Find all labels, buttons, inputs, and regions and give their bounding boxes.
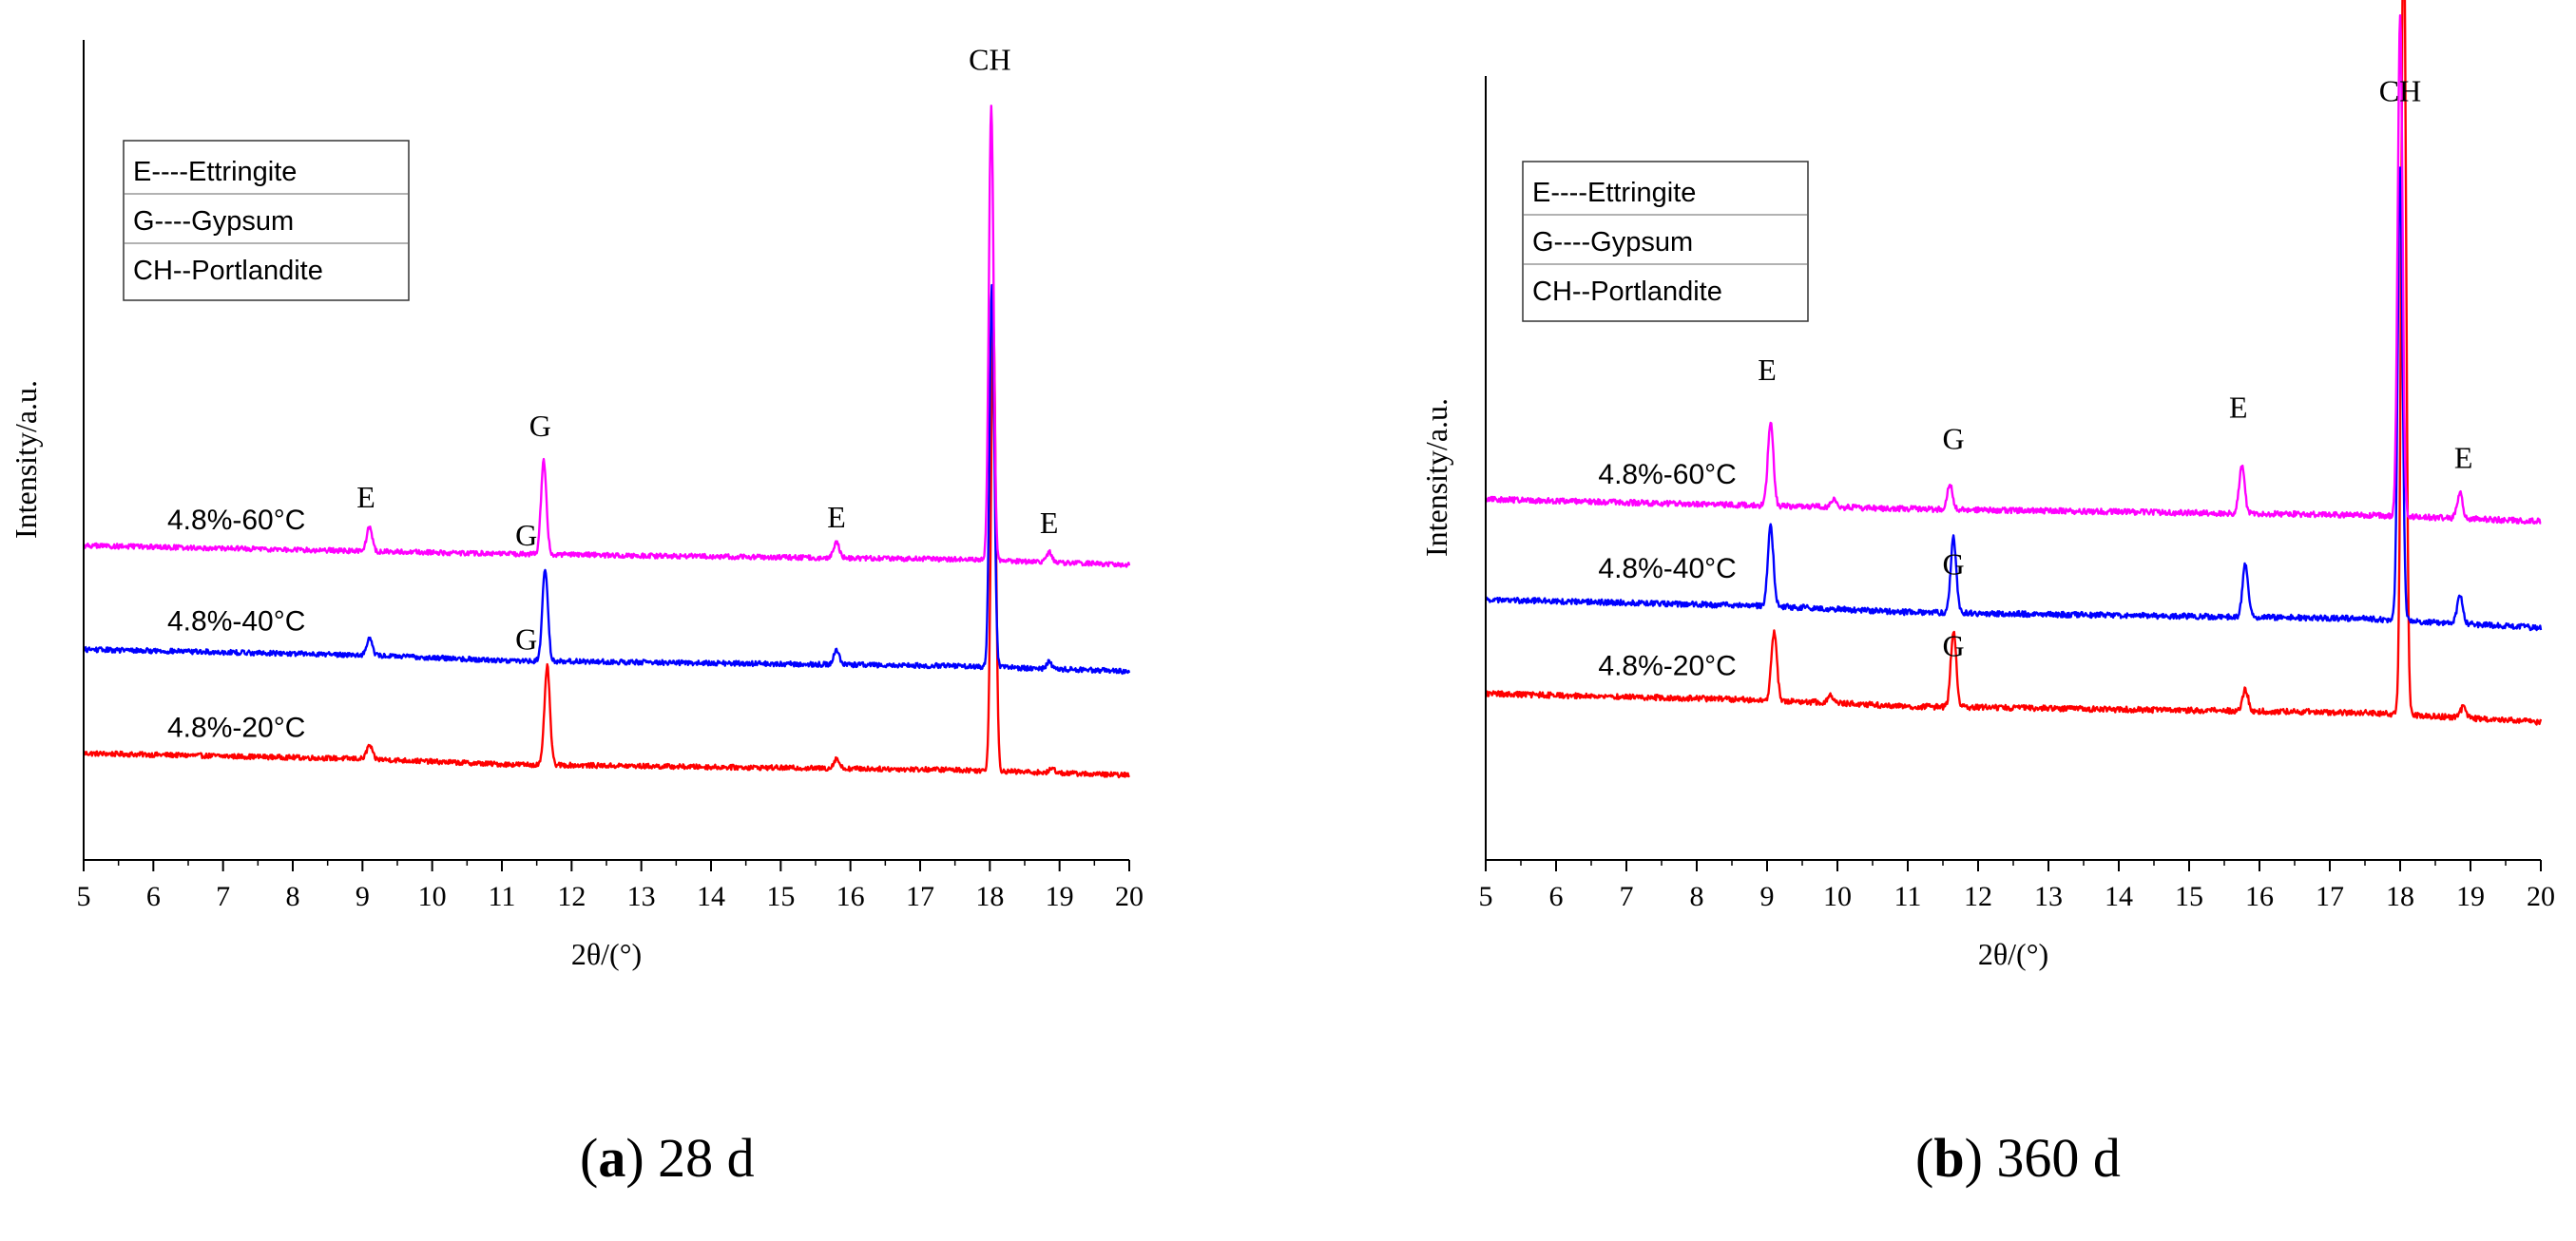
y-axis-label: Intensity/a.u.: [9, 380, 43, 539]
x-tick-label: 20: [1115, 881, 1144, 912]
series-label: 4.8%-20°C: [167, 713, 305, 744]
x-tick-label: 5: [1479, 881, 1493, 912]
x-tick-label: 8: [1690, 881, 1704, 912]
legend-entry: E----Ettringite: [1532, 178, 1696, 208]
legend-box: [123, 140, 410, 301]
x-tick-label: 18: [975, 881, 1004, 912]
x-tick-label: 16: [836, 881, 865, 912]
series-line-4.8%-20°C: [82, 315, 1131, 779]
series-line-4.8%-60°C: [1484, 14, 2542, 525]
x-tick-label: 16: [2245, 881, 2274, 912]
x-tick-label: 15: [766, 881, 795, 912]
peak-label: G: [1943, 547, 1965, 582]
x-tick-label: 10: [1823, 881, 1852, 912]
caption-b: (b) 360 d: [1915, 1127, 2121, 1189]
series-line-4.8%-60°C: [82, 105, 1131, 568]
x-tick-label: 12: [1964, 881, 1992, 912]
peak-label: E: [2229, 391, 2248, 425]
peak-label: G: [1943, 629, 1965, 663]
peak-label: G: [529, 409, 551, 443]
x-axis-label: 2θ/(°): [571, 937, 642, 971]
y-axis-label: Intensity/a.u.: [1419, 398, 1453, 557]
peak-label: CH: [2379, 73, 2421, 107]
chart-panel-a: 5 6 7 8 9 10 11 12 13 14 15 16 17 18 19 20 2θ/(°) Intensi…: [9, 40, 1144, 971]
legend-entry: E----Ettringite: [133, 157, 297, 187]
x-tick-label: 14: [2105, 881, 2133, 912]
x-tick-label: 18: [2386, 881, 2414, 912]
x-tick-label: 12: [557, 881, 586, 912]
x-tick-label: 6: [1549, 881, 1564, 912]
x-tick-label: 19: [2456, 881, 2485, 912]
series-label: 4.8%-60°C: [167, 505, 305, 536]
x-tick-label: 11: [489, 881, 516, 912]
x-tick-label: 10: [418, 881, 447, 912]
x-tick-label: 13: [627, 881, 656, 912]
series-label: 4.8%-40°C: [167, 605, 305, 637]
x-tick-label: 11: [1894, 881, 1922, 912]
x-tick-label: 5: [77, 881, 91, 912]
legend-entry: G----Gypsum: [133, 206, 294, 237]
x-tick-label: 17: [2316, 881, 2344, 912]
x-tick-label: 14: [697, 881, 725, 912]
series-line-4.8%-40°C: [1485, 166, 2543, 632]
peak-label: E: [1040, 506, 1059, 540]
legend-entry: G----Gypsum: [1532, 227, 1693, 258]
x-tick-label: 15: [2175, 881, 2203, 912]
peak-label: G: [515, 518, 537, 552]
x-tick-label: 13: [2034, 881, 2063, 912]
x-tick-label: 7: [1620, 881, 1634, 912]
x-tick-label: 17: [906, 881, 934, 912]
peak-label: G: [515, 621, 537, 656]
series-line-4.8%-40°C: [83, 283, 1131, 676]
x-tick-label: 20: [2527, 881, 2555, 912]
x-tick-label: 6: [146, 881, 161, 912]
x-tick-label: 8: [286, 881, 300, 912]
x-tick-label: 19: [1046, 881, 1074, 912]
peak-label: E: [827, 500, 846, 534]
x-axis-label: 2θ/(°): [1978, 937, 2048, 971]
chart-panel-b: 5 6 7 8 9 10 11 12 13 14 15 16 17 18 19 20 2θ/(°) Intensi…: [1419, 0, 2555, 971]
series-label: 4.8%-40°C: [1598, 553, 1736, 584]
peak-label: E: [356, 480, 375, 514]
peak-label: E: [2454, 441, 2473, 475]
caption-a: (a) 28 d: [580, 1127, 755, 1189]
series-label: 4.8%-60°C: [1598, 459, 1736, 490]
x-tick-label: 9: [1760, 881, 1775, 912]
legend-entry: CH--Portlandite: [1532, 277, 1722, 307]
peak-label: CH: [969, 43, 1010, 77]
x-tick-label: 9: [356, 881, 370, 912]
legend-entry: CH--Portlandite: [133, 256, 323, 286]
legend-box: [1522, 161, 1809, 322]
series-line-4.8%-20°C: [1484, 0, 2543, 726]
x-tick-label: 7: [216, 881, 230, 912]
peak-label: E: [1758, 353, 1777, 387]
series-label: 4.8%-20°C: [1598, 650, 1736, 681]
peak-label: G: [1943, 422, 1965, 456]
